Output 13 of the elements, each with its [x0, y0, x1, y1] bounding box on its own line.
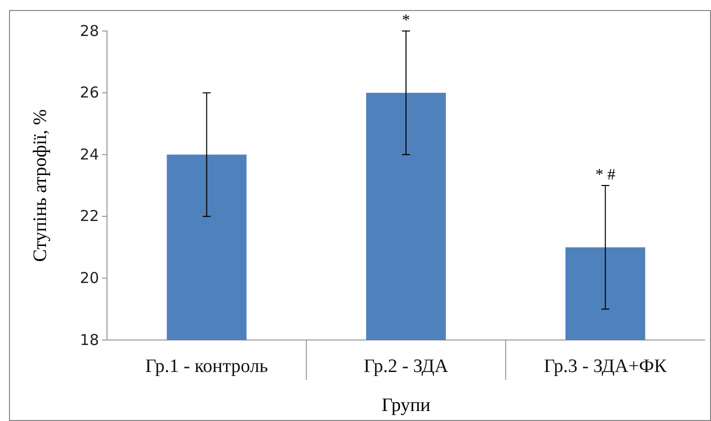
- annotation: *: [402, 12, 410, 29]
- annotation: * #: [595, 166, 616, 184]
- y-tick-label: 18: [80, 330, 99, 349]
- y-tick-label: 28: [80, 22, 99, 40]
- y-axis-title: Ступінь атрофії, %: [30, 108, 51, 262]
- x-tick-label: Гр.3 - ЗДА+ФК: [544, 356, 668, 377]
- y-tick-label: 20: [80, 269, 99, 287]
- x-tick-label: Гр.2 - ЗДА: [364, 356, 448, 377]
- x-axis-title: Групи: [382, 395, 430, 416]
- y-tick-label: 22: [80, 207, 99, 226]
- x-tick-label: Гр.1 - контроль: [145, 356, 268, 377]
- y-tick-label: 26: [80, 84, 99, 102]
- y-tick-label: 24: [80, 145, 99, 164]
